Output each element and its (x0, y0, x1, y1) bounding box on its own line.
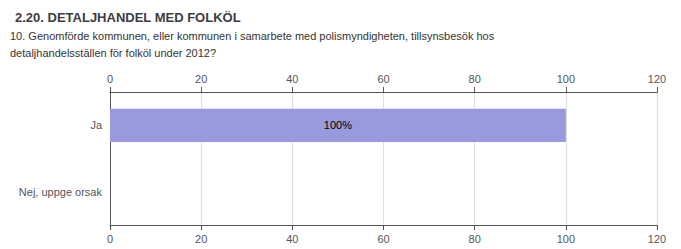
svg-text:20: 20 (195, 73, 207, 85)
svg-text:0: 0 (107, 73, 113, 85)
svg-text:100%: 100% (324, 119, 352, 131)
svg-text:0: 0 (107, 233, 113, 245)
svg-text:40: 40 (286, 73, 298, 85)
svg-text:Ja: Ja (90, 119, 103, 131)
svg-text:80: 80 (469, 73, 481, 85)
svg-text:40: 40 (286, 233, 298, 245)
svg-text:120: 120 (648, 233, 666, 245)
svg-text:80: 80 (469, 233, 481, 245)
svg-text:60: 60 (377, 233, 389, 245)
svg-text:100: 100 (557, 233, 575, 245)
svg-text:100: 100 (557, 73, 575, 85)
svg-text:60: 60 (377, 73, 389, 85)
svg-text:120: 120 (648, 73, 666, 85)
svg-text:10. Genomförde kommunen, eller: 10. Genomförde kommunen, eller kommunen … (10, 30, 495, 42)
svg-text:Nej, uppge orsak: Nej, uppge orsak (19, 186, 103, 198)
svg-text:detaljhandelsställen för folkö: detaljhandelsställen för folköl under 20… (10, 47, 216, 59)
svg-text:20: 20 (195, 233, 207, 245)
svg-text:2.20. DETALJHANDEL MED FOLKÖL: 2.20. DETALJHANDEL MED FOLKÖL (15, 10, 241, 25)
